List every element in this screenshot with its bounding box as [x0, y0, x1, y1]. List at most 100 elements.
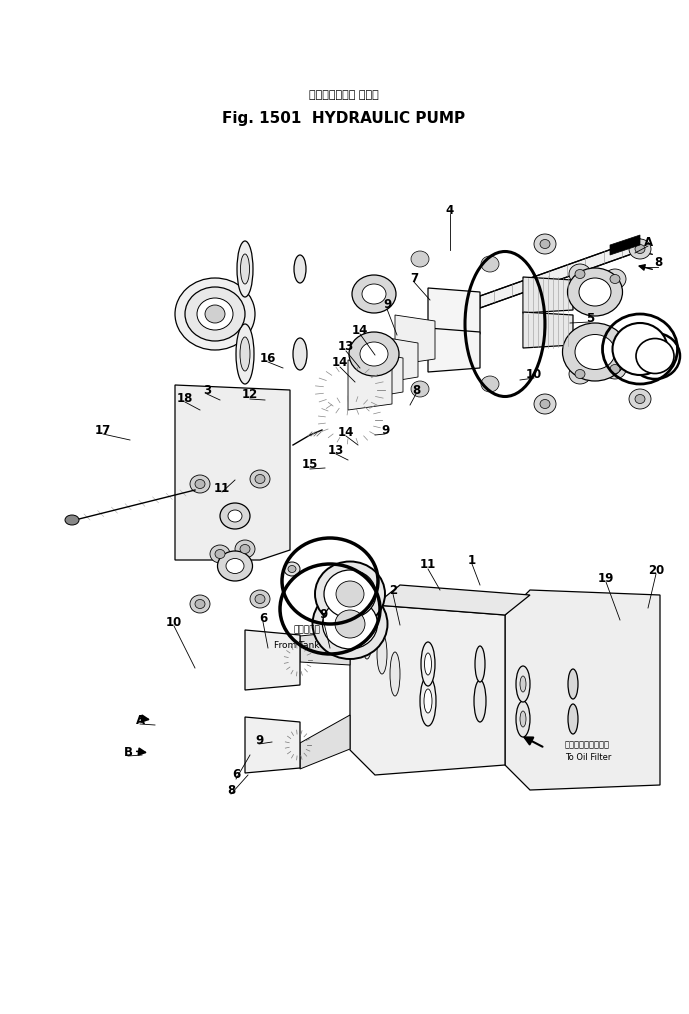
Ellipse shape	[568, 669, 578, 699]
Text: 14: 14	[352, 323, 368, 337]
Text: 12: 12	[242, 388, 258, 402]
Ellipse shape	[255, 475, 265, 484]
Ellipse shape	[575, 270, 585, 279]
Text: 9: 9	[319, 608, 327, 622]
Text: 2: 2	[389, 583, 397, 596]
Ellipse shape	[575, 369, 585, 378]
Polygon shape	[245, 630, 300, 690]
Ellipse shape	[218, 551, 252, 581]
Ellipse shape	[205, 305, 225, 323]
Polygon shape	[382, 337, 418, 383]
Text: ハイドロリック ポンプ: ハイドロリック ポンプ	[309, 90, 379, 100]
Text: タンクから: タンクから	[293, 626, 320, 635]
Polygon shape	[245, 717, 300, 773]
Ellipse shape	[197, 298, 233, 330]
Ellipse shape	[569, 264, 591, 284]
Ellipse shape	[255, 594, 265, 603]
Ellipse shape	[288, 566, 296, 573]
Ellipse shape	[474, 680, 486, 722]
Ellipse shape	[284, 562, 300, 576]
Ellipse shape	[568, 268, 622, 316]
Polygon shape	[428, 328, 480, 372]
Text: 6: 6	[232, 769, 240, 782]
Ellipse shape	[175, 278, 255, 350]
Ellipse shape	[250, 590, 270, 608]
Ellipse shape	[185, 287, 245, 341]
Ellipse shape	[362, 619, 372, 659]
Ellipse shape	[562, 323, 628, 381]
Text: From Tank: From Tank	[274, 641, 320, 650]
Ellipse shape	[520, 711, 526, 727]
Text: 14: 14	[338, 426, 354, 438]
Ellipse shape	[424, 689, 432, 713]
Ellipse shape	[569, 364, 591, 384]
Text: 9: 9	[255, 733, 263, 746]
Ellipse shape	[481, 376, 499, 392]
Text: 11: 11	[214, 482, 230, 495]
Text: 20: 20	[648, 564, 664, 577]
Text: 7: 7	[410, 272, 418, 285]
Ellipse shape	[313, 589, 387, 659]
Ellipse shape	[235, 540, 255, 558]
Ellipse shape	[343, 607, 353, 651]
Text: 16: 16	[260, 352, 276, 364]
Ellipse shape	[610, 364, 620, 373]
Ellipse shape	[240, 254, 249, 284]
Polygon shape	[610, 235, 640, 255]
Ellipse shape	[636, 339, 674, 373]
Text: 10: 10	[526, 367, 542, 380]
Ellipse shape	[237, 241, 253, 297]
Text: 17: 17	[95, 424, 111, 436]
Text: 9: 9	[383, 298, 391, 311]
Ellipse shape	[421, 642, 435, 686]
Ellipse shape	[294, 255, 306, 283]
Ellipse shape	[349, 332, 399, 376]
Ellipse shape	[220, 503, 250, 529]
Ellipse shape	[250, 470, 270, 488]
Text: 3: 3	[203, 383, 211, 396]
Text: 8: 8	[227, 784, 235, 797]
Text: 4: 4	[446, 204, 454, 217]
Ellipse shape	[322, 599, 378, 649]
Text: To Oil Filter: To Oil Filter	[565, 752, 611, 762]
Text: 13: 13	[328, 443, 344, 456]
Ellipse shape	[210, 545, 230, 563]
Ellipse shape	[190, 475, 210, 493]
Polygon shape	[350, 605, 505, 775]
Ellipse shape	[240, 545, 250, 554]
Polygon shape	[395, 315, 435, 365]
Ellipse shape	[613, 323, 668, 375]
Text: 19: 19	[598, 572, 614, 584]
Text: 18: 18	[177, 391, 193, 405]
Polygon shape	[428, 288, 480, 338]
Text: 8: 8	[654, 257, 662, 270]
Ellipse shape	[534, 394, 556, 414]
Ellipse shape	[610, 275, 620, 284]
Ellipse shape	[335, 610, 365, 638]
Ellipse shape	[420, 676, 436, 726]
Ellipse shape	[228, 510, 242, 522]
Ellipse shape	[520, 676, 526, 692]
Polygon shape	[300, 631, 350, 665]
Ellipse shape	[635, 244, 645, 254]
Text: オイルフィルターへ: オイルフィルターへ	[565, 740, 610, 749]
Ellipse shape	[534, 234, 556, 254]
Ellipse shape	[475, 646, 485, 682]
Polygon shape	[505, 590, 660, 790]
Ellipse shape	[424, 653, 431, 675]
Ellipse shape	[635, 394, 645, 404]
Text: B: B	[123, 745, 132, 758]
Ellipse shape	[629, 389, 651, 409]
Text: A: A	[644, 235, 652, 248]
Text: 13: 13	[338, 341, 354, 354]
Polygon shape	[523, 312, 573, 348]
Text: 9: 9	[381, 424, 389, 436]
Text: 5: 5	[586, 311, 594, 324]
Text: A: A	[136, 714, 145, 726]
Ellipse shape	[604, 359, 626, 379]
Text: 10: 10	[166, 615, 182, 629]
Ellipse shape	[315, 562, 385, 627]
Ellipse shape	[336, 581, 364, 607]
Text: 1: 1	[468, 554, 476, 567]
Polygon shape	[367, 352, 403, 399]
